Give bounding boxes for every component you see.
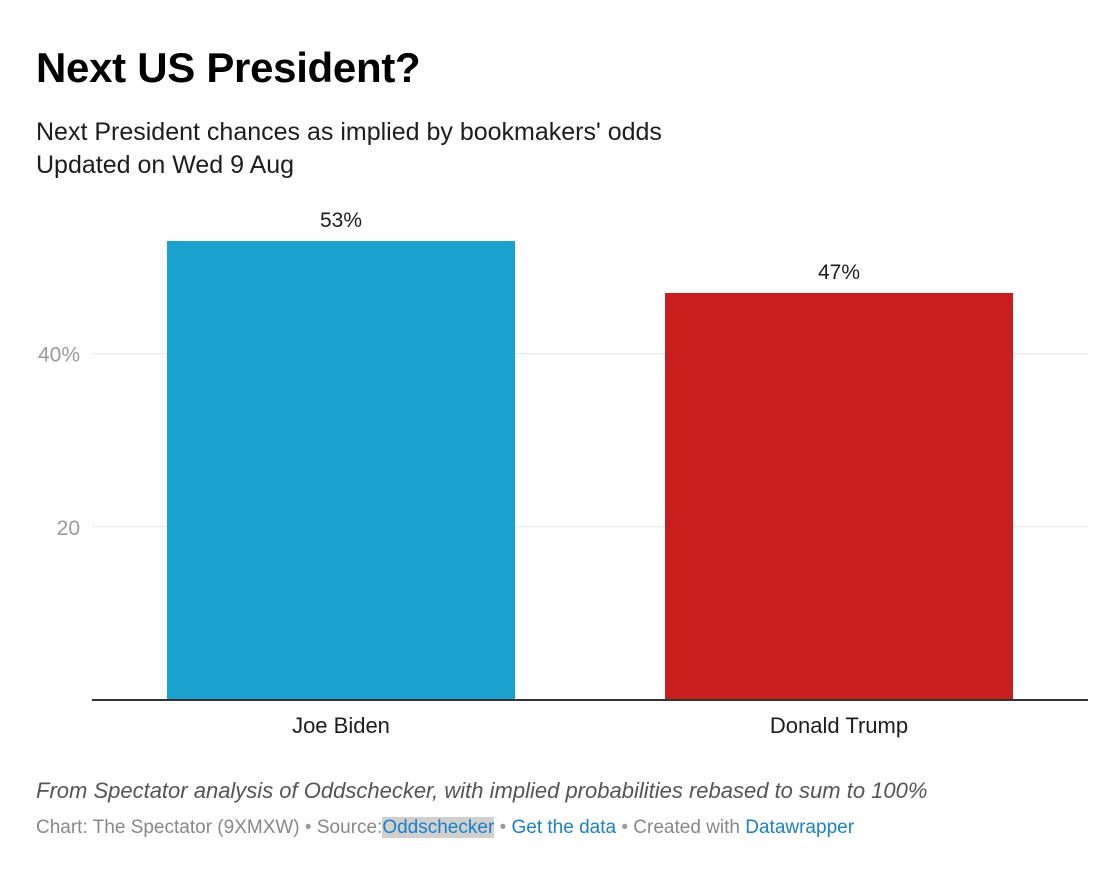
x-tick-label: Donald Trump — [770, 713, 908, 738]
source-link[interactable]: Oddschecker — [382, 817, 495, 838]
get-data-link[interactable]: Get the data — [511, 817, 617, 838]
x-tick-label: Joe Biden — [292, 713, 390, 738]
subtitle-line-1: Next President chances as implied by boo… — [36, 118, 662, 146]
y-tick-label: 20 — [57, 517, 80, 540]
subtitle-line-2: Updated on Wed 9 Aug — [36, 151, 295, 179]
chart-credit: Chart: The Spectator (9XMXW) — [36, 817, 300, 838]
chart-title: Next US President? — [36, 44, 421, 91]
bar — [167, 241, 515, 700]
data-label: 53% — [320, 209, 362, 232]
chart-footer: Chart: The Spectator (9XMXW) • Source:Od… — [36, 817, 854, 839]
data-label: 47% — [818, 261, 860, 284]
footer-bullet: • — [621, 817, 629, 838]
created-with-label: Created with — [633, 817, 740, 838]
source-prefix: Source: — [316, 817, 383, 838]
chart-note: From Spectator analysis of Oddschecker, … — [36, 778, 928, 803]
bar-chart: 20 40% 53% Joe Biden 47% Donald Trump — [38, 209, 1088, 738]
bar — [665, 292, 1013, 700]
datawrapper-link[interactable]: Datawrapper — [745, 817, 855, 838]
footer-bullet: • — [499, 817, 507, 838]
y-tick-label: 40% — [38, 344, 80, 367]
chart-subtitle: Next President chances as implied by boo… — [36, 116, 662, 182]
footer-bullet: • — [304, 817, 312, 838]
